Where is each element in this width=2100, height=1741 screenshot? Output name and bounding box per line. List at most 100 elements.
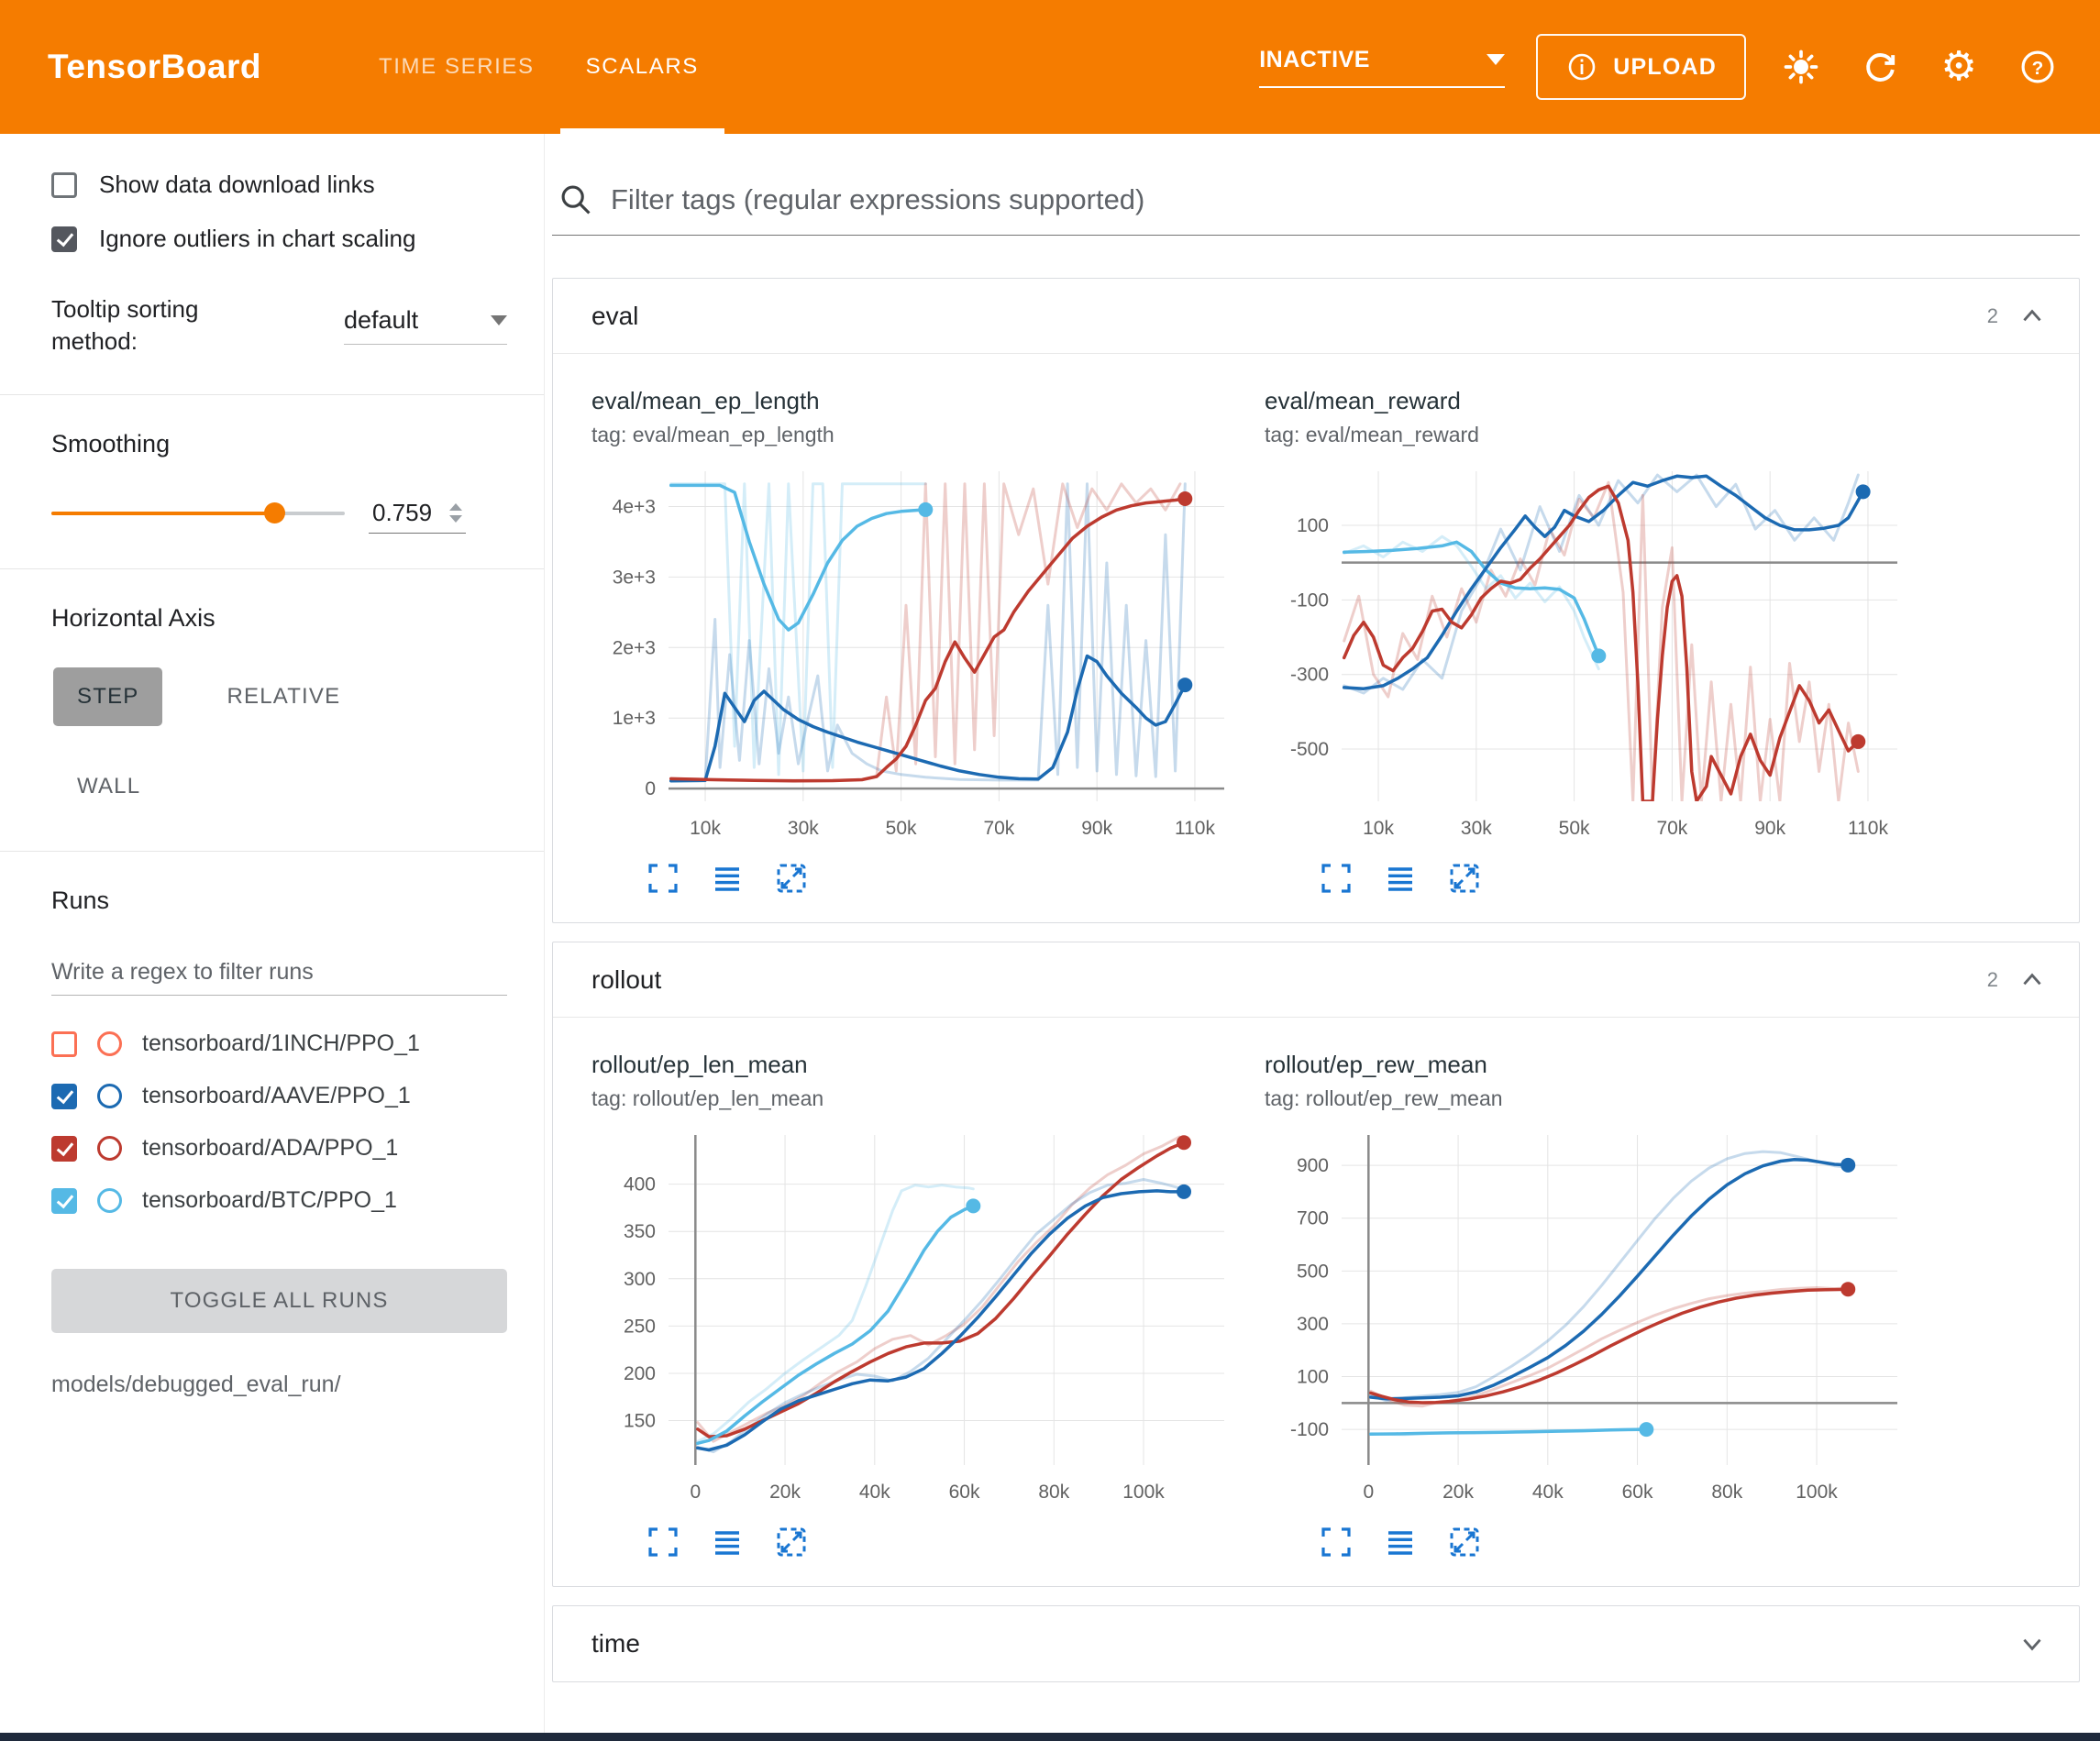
refresh-icon[interactable] <box>1856 43 1904 91</box>
runs-table-icon[interactable] <box>1382 860 1419 897</box>
expand-chart-icon[interactable] <box>1318 860 1354 897</box>
brightness-icon[interactable] <box>1777 43 1825 91</box>
svg-text:0: 0 <box>1363 1482 1374 1503</box>
spinner-down-icon[interactable] <box>449 515 462 523</box>
svg-text:0: 0 <box>690 1482 701 1503</box>
svg-text:400: 400 <box>624 1174 656 1196</box>
tab-scalars[interactable]: SCALARS <box>560 0 724 134</box>
search-icon <box>558 182 594 218</box>
show-download-checkbox[interactable] <box>51 171 77 198</box>
run-radio[interactable] <box>97 1188 122 1214</box>
bottom-strip <box>0 1733 2100 1741</box>
section-title: eval <box>591 301 639 330</box>
fit-domain-icon[interactable] <box>1446 860 1483 897</box>
card-rollout: rollout 2 rollout/ep_len_mean tag: rollout/… <box>552 942 2080 1587</box>
svg-text:3e+3: 3e+3 <box>613 567 656 588</box>
section-header-eval[interactable]: eval 2 <box>553 279 2079 354</box>
run-row[interactable]: tensorboard/BTC/PPO_1 <box>51 1187 507 1214</box>
run-row[interactable]: tensorboard/AAVE/PPO_1 <box>51 1083 507 1109</box>
run-row[interactable]: tensorboard/ADA/PPO_1 <box>51 1135 507 1162</box>
svg-text:30k: 30k <box>1461 818 1492 839</box>
run-checkbox[interactable] <box>51 1135 77 1162</box>
section-header-rollout[interactable]: rollout 2 <box>553 942 2079 1018</box>
expand-chart-icon[interactable] <box>1318 1524 1354 1560</box>
run-label: tensorboard/AAVE/PPO_1 <box>142 1083 411 1109</box>
axis-button-step[interactable]: STEP <box>53 667 163 727</box>
status-dropdown[interactable]: INACTIVE <box>1259 46 1506 88</box>
svg-text:50k: 50k <box>1559 818 1590 839</box>
line-chart[interactable]: 0 20k 40k 60k 80k 100k 150 200 250 300 350 400 <box>591 1122 1239 1515</box>
svg-text:-300: -300 <box>1290 665 1329 686</box>
axis-button-relative[interactable]: RELATIVE <box>227 684 341 710</box>
run-radio[interactable] <box>97 1084 122 1109</box>
runs-table-icon[interactable] <box>709 860 746 897</box>
run-checkbox[interactable] <box>51 1030 77 1057</box>
chevron-up-icon[interactable] <box>2018 966 2046 994</box>
smoothing-slider[interactable] <box>51 502 345 524</box>
svg-text:110k: 110k <box>1175 818 1215 839</box>
section-title: time <box>591 1629 640 1658</box>
fit-domain-icon[interactable] <box>1446 1524 1483 1560</box>
svg-text:70k: 70k <box>983 818 1014 839</box>
runs-table-icon[interactable] <box>709 1524 746 1560</box>
chart-tag: tag: rollout/ep_rew_mean <box>1265 1086 1503 1110</box>
svg-text:100k: 100k <box>1122 1482 1165 1503</box>
run-row[interactable]: tensorboard/1INCH/PPO_1 <box>51 1030 507 1057</box>
smoothing-label: Smoothing <box>51 430 171 458</box>
axis-button-wall[interactable]: WALL <box>77 774 141 799</box>
runs-list: tensorboard/1INCH/PPO_1 tensorboard/AAVE/… <box>51 1030 507 1214</box>
section-header-time[interactable]: time <box>553 1606 2079 1681</box>
smoothing-value-field[interactable]: 0.759 <box>369 493 466 534</box>
app-title: TensorBoard <box>48 48 262 85</box>
runs-path: models/debugged_eval_run/ <box>51 1372 341 1398</box>
chevron-up-icon[interactable] <box>2018 303 2046 330</box>
svg-text:-500: -500 <box>1290 739 1329 760</box>
svg-text:30k: 30k <box>788 818 819 839</box>
tab-time-series[interactable]: TIME SERIES <box>379 54 535 79</box>
tooltip-sorting-dropdown[interactable]: default <box>344 306 507 346</box>
svg-text:10k: 10k <box>690 818 721 839</box>
chart-rollout-ep-len-mean: rollout/ep_len_mean tag: rollout/ep_len_m… <box>591 1051 1239 1560</box>
run-radio[interactable] <box>97 1031 122 1057</box>
smoothing-slider-thumb[interactable] <box>263 502 285 524</box>
svg-text:10k: 10k <box>1363 818 1394 839</box>
line-chart[interactable]: 0 20k 40k 60k 80k 100k -100 100 300 500 700 900 <box>1265 1122 1912 1515</box>
svg-text:300: 300 <box>624 1269 656 1290</box>
line-chart[interactable]: 10k 30k 50k 70k 90k 110k 100 -100 -300 -500 <box>1265 458 1912 851</box>
expand-chart-icon[interactable] <box>645 860 681 897</box>
run-checkbox[interactable] <box>51 1083 77 1109</box>
fit-domain-icon[interactable] <box>773 1524 810 1560</box>
run-radio[interactable] <box>97 1136 122 1162</box>
svg-text:150: 150 <box>624 1411 656 1432</box>
svg-text:100: 100 <box>1297 515 1329 536</box>
svg-text:300: 300 <box>1297 1314 1329 1335</box>
main-content: eval 2 eval/mean_ep_length tag: eval/mean_e… <box>545 134 2100 1741</box>
fit-domain-icon[interactable] <box>773 860 810 897</box>
svg-text:900: 900 <box>1297 1155 1329 1176</box>
settings-gear-icon[interactable]: ⚙ <box>1940 43 1977 90</box>
runs-table-icon[interactable] <box>1382 1524 1419 1560</box>
runs-label: Runs <box>51 887 110 915</box>
run-label: tensorboard/BTC/PPO_1 <box>142 1187 397 1214</box>
show-download-label: Show data download links <box>99 171 375 198</box>
status-dropdown-value: INACTIVE <box>1259 46 1370 72</box>
smoothing-spinner[interactable] <box>449 503 462 523</box>
runs-filter-input[interactable] <box>51 950 507 997</box>
expand-chart-icon[interactable] <box>645 1524 681 1560</box>
spinner-up-icon[interactable] <box>449 503 462 512</box>
chart-toolbar <box>1318 1524 1912 1560</box>
run-checkbox[interactable] <box>51 1187 77 1214</box>
line-chart[interactable]: 10k 30k 50k 70k 90k 110k 0 1e+3 2e+3 3e+3 4e+3 <box>591 458 1239 851</box>
toggle-all-runs-button[interactable]: TOGGLE ALL RUNS <box>51 1269 507 1334</box>
ignore-outliers-checkbox[interactable] <box>51 226 77 252</box>
tooltip-sorting-label: Tooltip sorting method: <box>51 295 199 356</box>
svg-text:60k: 60k <box>1622 1482 1653 1503</box>
tag-filter-input[interactable] <box>611 183 2076 216</box>
help-icon[interactable]: ? <box>2014 43 2061 91</box>
divider <box>0 394 544 396</box>
upload-button[interactable]: UPLOAD <box>1536 34 1746 100</box>
cards-area: eval 2 eval/mean_ep_length tag: eval/mean_e… <box>552 278 2080 1682</box>
chart-rollout-ep-rew-mean: rollout/ep_rew_mean tag: rollout/ep_rew_m… <box>1265 1051 1912 1560</box>
smoothing-value: 0.759 <box>372 499 433 527</box>
chevron-down-icon[interactable] <box>2018 1630 2046 1658</box>
